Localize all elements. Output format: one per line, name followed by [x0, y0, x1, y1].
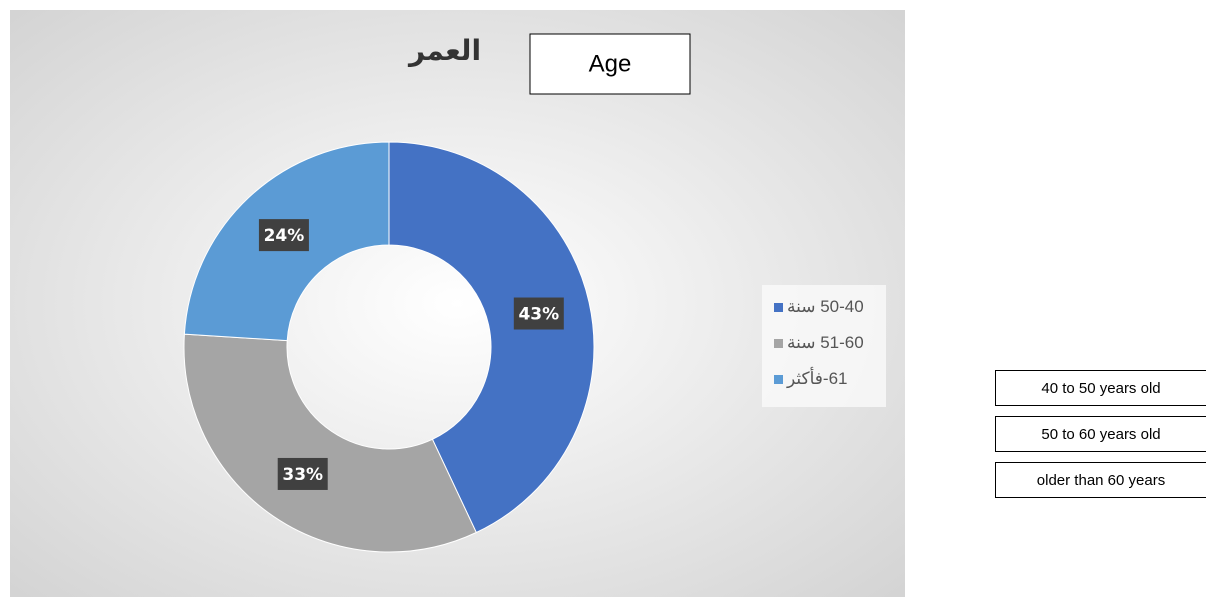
legend-label: 51-60 سنة — [787, 333, 864, 352]
data-label: 43% — [518, 305, 559, 325]
legend-label: 50-40 سنة — [787, 297, 864, 316]
donut-slice — [183, 333, 477, 553]
legend-swatch — [774, 338, 783, 348]
data-label-box — [258, 219, 309, 252]
legend-item: 51-60 سنة — [774, 333, 864, 353]
donut-slice — [388, 141, 595, 534]
legend-item: 61-فأكثر — [774, 369, 848, 389]
data-label: 33% — [282, 465, 323, 485]
legend: 50-40 سنة 51-60 سنة 61-فأكثر — [762, 285, 886, 407]
data-label-box — [513, 297, 564, 330]
overlay-label: Age — [589, 50, 632, 77]
legend-item: 50-40 سنة — [774, 297, 864, 317]
data-label: 24% — [264, 226, 305, 246]
chart-title: العمر — [407, 34, 481, 67]
translation-cell: 40 to 50 years old — [995, 370, 1206, 406]
data-label-box — [277, 457, 328, 490]
legend-label: 61-فأكثر — [787, 369, 848, 388]
legend-swatch — [774, 302, 783, 312]
legend-swatch — [774, 374, 783, 384]
label-box — [529, 33, 691, 95]
translation-cell: 50 to 60 years old — [995, 416, 1206, 452]
translation-cell: older than 60 years — [995, 462, 1206, 498]
